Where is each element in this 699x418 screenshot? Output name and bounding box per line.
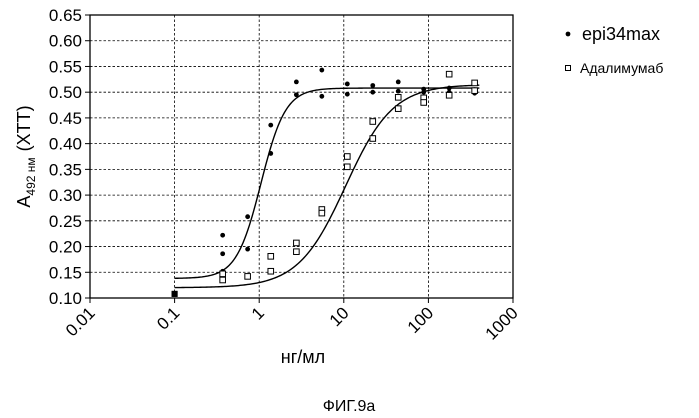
y-tick-label: 0.50 [49,83,82,102]
y-tick-label: 0.15 [49,263,82,282]
data-point-adalimumab [446,71,452,77]
y-tick-label: 0.20 [49,238,82,257]
y-tick-label: 0.40 [49,135,82,154]
data-point-epi34max [370,90,375,95]
plot-frame [90,15,513,298]
y-axis-title-subscript: 492 нм [24,157,38,195]
data-point-epi34max [345,82,350,87]
data-point-adalimumab [421,100,427,106]
y-axis-title-main: A [14,196,34,208]
data-point-adalimumab [268,268,274,274]
data-point-epi34max [220,251,225,256]
legend-marker-epi34max [566,32,571,37]
data-point-epi34max [396,79,401,84]
data-point-epi34max [268,123,273,128]
fit-curves [175,85,480,287]
x-tick-label: 10 [326,303,353,330]
data-point-epi34max [447,86,452,91]
data-point [172,291,178,297]
data-point-adalimumab [472,88,478,94]
fit-curve-epi34max [175,88,480,278]
data-point-epi34max [294,79,299,84]
data-point-epi34max [245,214,250,219]
fit-curve-adalimumab [175,85,480,287]
data-point-adalimumab [446,92,452,98]
data-point-epi34max [345,92,350,97]
legend-label-epi34max: epi34max [582,24,660,44]
data-point-epi34max [319,94,324,99]
y-tick-label: 0.10 [49,289,82,308]
grid-lines [90,15,513,298]
data-points [172,68,478,297]
legend-marker-adalimumab [566,66,571,71]
data-point-epi34max [421,90,426,95]
x-tick-label: 1 [248,303,268,323]
x-tick-label: 0.01 [62,303,99,340]
y-tick-label: 0.30 [49,186,82,205]
figure-caption: ФИГ.9a [323,398,376,415]
data-point-epi34max [319,68,324,73]
data-point-epi34max [220,233,225,238]
data-point-epi34max [294,92,299,97]
y-tick-label: 0.60 [49,32,82,51]
y-axis-title-suffix: (XTT) [14,105,34,151]
x-tick-label: 100 [404,303,437,336]
data-point-adalimumab [294,249,300,255]
x-tick-label: 0.1 [153,303,183,333]
x-axis-title: нг/мл [281,347,325,367]
legend-label-adalimumab: Адалимумаб [580,60,663,76]
data-point-adalimumab [345,154,351,160]
data-point-epi34max [268,151,273,156]
data-point-adalimumab [294,240,300,246]
x-axis-ticks: 0.01 0.1 1 10 100 1000 [62,298,522,344]
data-point-adalimumab [395,106,401,112]
y-tick-label: 0.35 [49,160,82,179]
data-point-adalimumab [370,119,376,125]
data-point-adalimumab [220,277,226,283]
y-tick-label: 0.65 [49,6,82,25]
data-point-adalimumab [220,271,226,277]
y-tick-label: 0.55 [49,57,82,76]
legend: epi34max Адалимумаб [566,24,664,76]
data-point-adalimumab [268,254,274,260]
data-point-adalimumab [370,136,376,142]
data-point-epi34max [245,247,250,252]
y-axis-ticks: 0.10 0.15 0.20 0.25 0.30 0.35 0.40 0.45 0.50 0.55… [49,6,90,308]
data-point-adalimumab [345,164,351,170]
data-point-adalimumab [319,210,325,216]
y-tick-label: 0.25 [49,212,82,231]
y-tick-label: 0.45 [49,109,82,128]
data-point-epi34max [370,83,375,88]
data-point-epi34max [396,89,401,94]
y-axis-title: A492 нм (XTT) [14,105,38,207]
data-point-adalimumab [245,274,251,280]
x-tick-label: 1000 [482,303,522,343]
data-point-adalimumab [472,80,478,86]
data-point-adalimumab [395,95,401,101]
